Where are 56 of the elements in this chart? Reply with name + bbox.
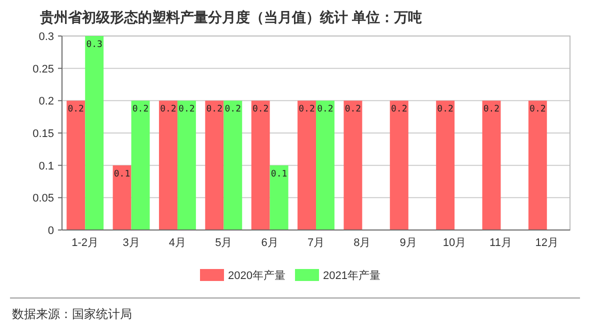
bar xyxy=(298,100,316,230)
y-tick-label: 0.25 xyxy=(32,63,54,76)
bar xyxy=(344,100,362,230)
x-tick-label: 8月 xyxy=(354,237,371,249)
x-tick-label: 9月 xyxy=(400,237,417,249)
bar xyxy=(316,100,334,230)
bar xyxy=(528,100,547,230)
bar xyxy=(66,100,86,230)
data-label: 0.2 xyxy=(68,104,84,115)
data-label: 0.2 xyxy=(390,104,408,115)
data-label: 0.2 xyxy=(483,104,500,115)
x-tick-label: 12月 xyxy=(535,237,559,249)
x-tick-label: 5月 xyxy=(215,237,232,249)
bar xyxy=(177,100,196,230)
y-tick-label: 0.2 xyxy=(38,96,54,108)
x-tick-label: 10月 xyxy=(442,237,466,249)
x-tick-label: 1-2月 xyxy=(72,237,99,249)
data-label: 0.2 xyxy=(344,104,362,115)
data-label: 0.2 xyxy=(298,104,315,115)
x-tick-label: 7月 xyxy=(307,237,325,249)
y-tick-label: 0.3 xyxy=(38,31,54,43)
y-tick-label: 0.05 xyxy=(32,192,54,205)
bar xyxy=(482,100,501,230)
source-note: 数据来源：国家统计局 xyxy=(12,307,132,321)
bar xyxy=(85,36,104,230)
x-tick-label: 3月 xyxy=(122,237,140,249)
data-label: 0.2 xyxy=(530,104,546,115)
bar xyxy=(205,100,224,230)
chart-title: 贵州省初级形态的塑料产量分月度（当月值）统计 单位：万吨 xyxy=(39,9,422,25)
y-tick-label: 0 xyxy=(48,225,54,237)
bar xyxy=(270,165,288,230)
legend-label: 2020年产量 xyxy=(228,269,286,282)
bar xyxy=(251,100,270,230)
bar xyxy=(390,100,408,230)
data-label: 0.2 xyxy=(437,104,454,115)
y-tick-label: 0.15 xyxy=(32,128,54,140)
data-label: 0.2 xyxy=(317,104,334,115)
data-label: 0.2 xyxy=(224,104,242,115)
bar xyxy=(131,100,150,230)
x-tick-label: 6月 xyxy=(261,237,278,249)
legend-label: 2021年产量 xyxy=(323,269,380,282)
data-label: 0.2 xyxy=(132,104,149,115)
bar xyxy=(112,165,132,230)
bar xyxy=(436,100,455,230)
data-label: 0.2 xyxy=(252,104,269,115)
data-label: 0.1 xyxy=(114,169,130,180)
data-label: 0.3 xyxy=(86,40,102,50)
x-tick-label: 4月 xyxy=(168,237,186,249)
x-tick-label: 11月 xyxy=(490,237,512,249)
y-tick-label: 0.1 xyxy=(38,160,54,172)
bar xyxy=(158,100,178,230)
bar xyxy=(224,100,242,230)
data-label: 0.2 xyxy=(206,104,223,115)
data-label: 0.2 xyxy=(160,104,176,115)
data-label: 0.1 xyxy=(270,169,288,180)
data-label: 0.2 xyxy=(178,104,195,115)
